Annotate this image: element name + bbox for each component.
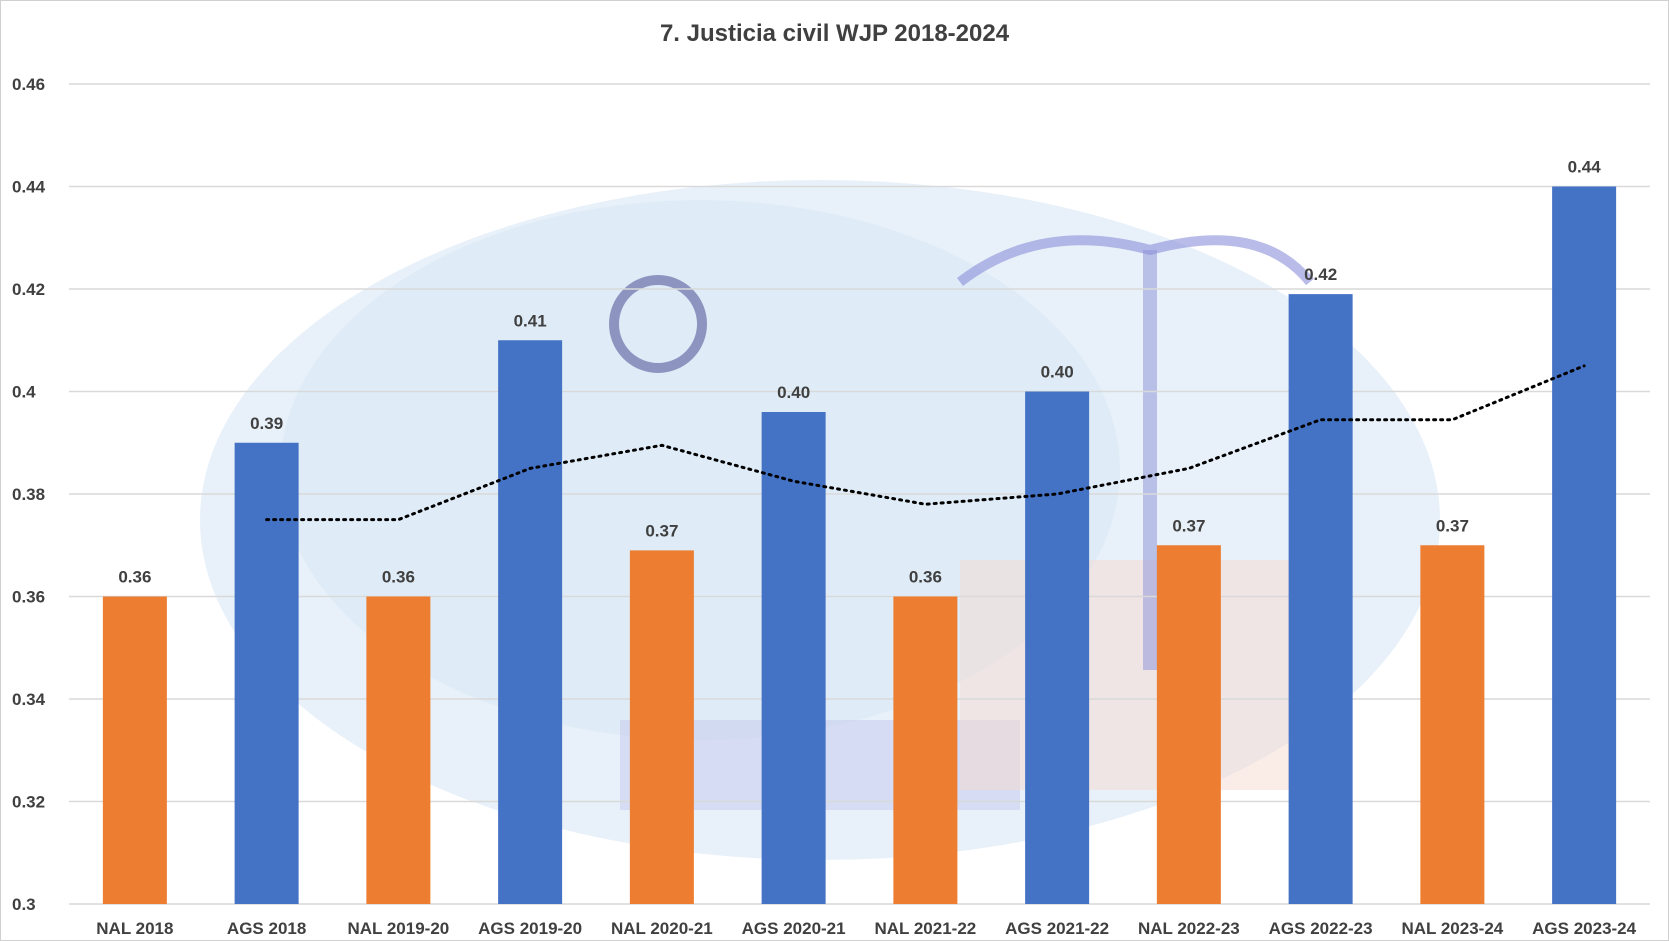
data-label: 0.37 — [645, 521, 678, 540]
y-tick-label: 0.38 — [12, 485, 45, 504]
data-label: 0.37 — [1436, 516, 1469, 535]
data-label: 0.40 — [1041, 363, 1074, 382]
data-label: 0.36 — [382, 568, 415, 587]
data-label: 0.39 — [250, 414, 283, 433]
bar — [1420, 545, 1485, 904]
y-tick-label: 0.44 — [12, 178, 46, 197]
bar — [234, 442, 299, 904]
bar — [761, 412, 826, 904]
bar — [1552, 186, 1617, 904]
x-tick-label: NAL 2023-24 — [1402, 919, 1504, 938]
x-tick-label: AGS 2020-21 — [742, 919, 846, 938]
bar — [1025, 391, 1090, 904]
bar — [1288, 294, 1353, 904]
x-tick-label: AGS 2021-22 — [1005, 919, 1109, 938]
chart-title: 7. Justicia civil WJP 2018-2024 — [659, 20, 1010, 47]
x-tick-label: AGS 2022-23 — [1269, 919, 1373, 938]
bar — [498, 340, 563, 904]
data-label: 0.37 — [1172, 516, 1205, 535]
x-tick-label: NAL 2022-23 — [1138, 919, 1240, 938]
x-tick-label: AGS 2019-20 — [478, 919, 582, 938]
bar — [629, 550, 694, 904]
y-tick-label: 0.32 — [12, 793, 45, 812]
y-tick-label: 0.34 — [12, 690, 46, 709]
bar — [102, 596, 167, 904]
data-label: 0.42 — [1304, 265, 1337, 284]
y-tick-label: 0.46 — [12, 75, 45, 94]
x-tick-label: NAL 2021-22 — [875, 919, 977, 938]
x-tick-label: AGS 2018 — [227, 919, 306, 938]
data-label: 0.36 — [909, 568, 942, 587]
y-tick-label: 0.4 — [12, 383, 36, 402]
data-label: 0.40 — [777, 383, 810, 402]
x-tick-label: AGS 2023-24 — [1532, 919, 1636, 938]
x-tick-label: NAL 2018 — [96, 919, 173, 938]
trendline — [265, 364, 1586, 522]
y-tick-label: 0.3 — [12, 895, 36, 914]
y-tick-label: 0.42 — [12, 280, 45, 299]
data-label: 0.44 — [1568, 158, 1602, 177]
x-tick-label: NAL 2020-21 — [611, 919, 713, 938]
data-label: 0.41 — [514, 311, 547, 330]
y-tick-label: 0.36 — [12, 588, 45, 607]
bar — [366, 596, 431, 904]
data-label: 0.36 — [118, 568, 151, 587]
x-tick-label: NAL 2019-20 — [348, 919, 450, 938]
bar — [893, 596, 958, 904]
bar — [1156, 545, 1221, 904]
